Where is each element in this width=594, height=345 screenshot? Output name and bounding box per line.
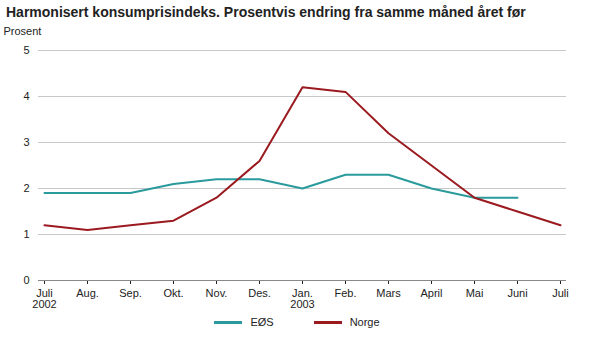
svg-text:0: 0 <box>23 274 29 286</box>
svg-text:Feb.: Feb. <box>334 287 356 299</box>
svg-text:5: 5 <box>23 44 29 56</box>
svg-text:Juli2002: Juli2002 <box>32 287 56 310</box>
svg-text:3: 3 <box>23 136 29 148</box>
svg-text:Sep.: Sep. <box>119 287 142 299</box>
svg-text:Prosent: Prosent <box>4 25 42 37</box>
svg-text:April: April <box>420 287 442 299</box>
svg-text:Des.: Des. <box>248 287 271 299</box>
html-text:Norge: Norge <box>349 316 380 328</box>
svg-text:Mai: Mai <box>466 287 484 299</box>
html-text:EØS: EØS <box>250 316 274 328</box>
html-text:Harmonisert konsumprisindeks.: Harmonisert konsumprisindeks. Prosentvis… <box>6 4 526 20</box>
svg-text:Juli: Juli <box>552 287 569 299</box>
svg-text:1: 1 <box>23 228 29 240</box>
svg-text:Juni: Juni <box>507 287 527 299</box>
svg-text:4: 4 <box>23 90 29 102</box>
svg-text:Okt.: Okt. <box>163 287 183 299</box>
svg-text:Jan.2003: Jan.2003 <box>290 287 314 310</box>
svg-text:Mars: Mars <box>376 287 401 299</box>
svg-text:Nov.: Nov. <box>206 287 228 299</box>
svg-text:2: 2 <box>23 182 29 194</box>
svg-text:Aug.: Aug. <box>76 287 99 299</box>
